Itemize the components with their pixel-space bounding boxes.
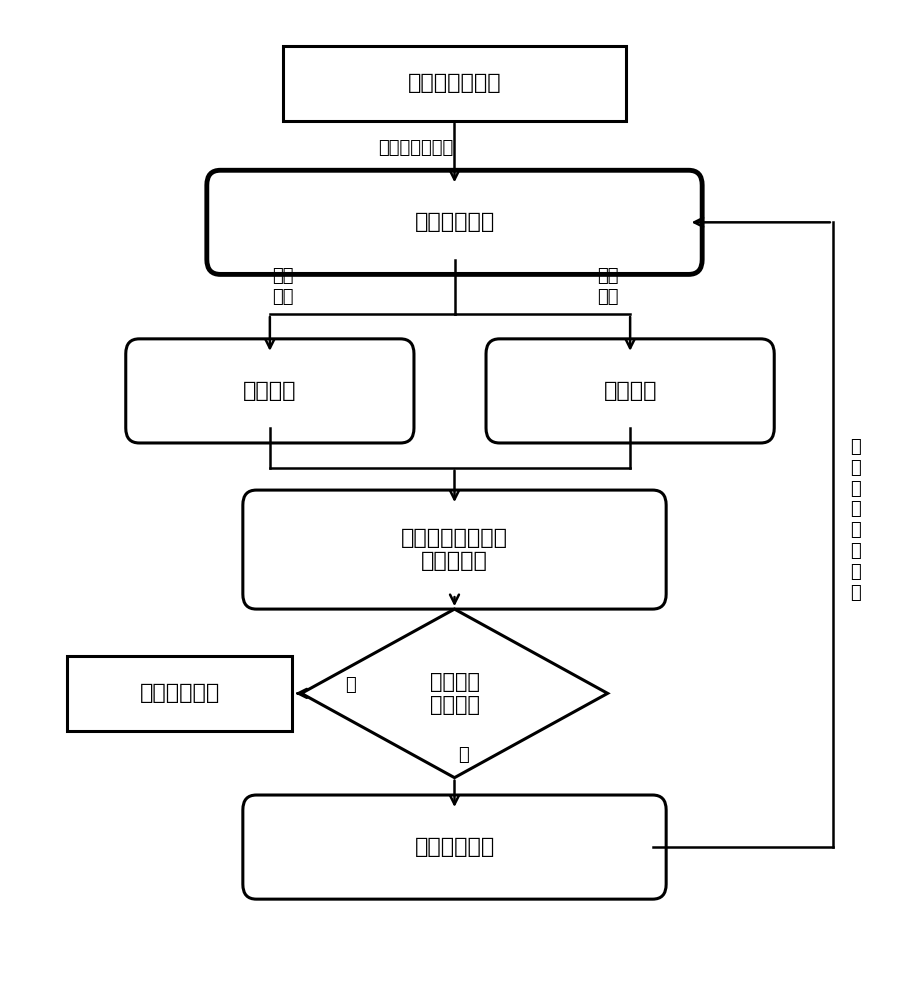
Text: 病人特征预处理: 病人特征预处理 xyxy=(408,73,501,93)
Text: 输出度量矩阵: 输出度量矩阵 xyxy=(140,683,220,703)
Text: 识别
异构: 识别 异构 xyxy=(273,267,295,306)
FancyBboxPatch shape xyxy=(125,339,414,443)
Text: 识别
同构: 识别 同构 xyxy=(597,267,618,306)
Bar xyxy=(284,46,625,121)
Text: 是: 是 xyxy=(345,676,356,694)
FancyBboxPatch shape xyxy=(243,795,666,899)
Text: 识别邻近患者: 识别邻近患者 xyxy=(415,212,494,232)
FancyBboxPatch shape xyxy=(486,339,774,443)
Text: 异构患者: 异构患者 xyxy=(243,381,296,401)
Text: 同构患者: 同构患者 xyxy=(604,381,657,401)
Text: 度量矩阵反馈: 度量矩阵反馈 xyxy=(415,837,494,857)
FancyBboxPatch shape xyxy=(243,490,666,609)
FancyBboxPatch shape xyxy=(207,170,702,274)
Text: 病人度量初始化: 病人度量初始化 xyxy=(378,139,454,157)
Polygon shape xyxy=(302,609,607,778)
Text: 计算平均距离误差
最大化间隔: 计算平均距离误差 最大化间隔 xyxy=(401,528,508,571)
Text: 是否满足
最大间隔: 是否满足 最大间隔 xyxy=(429,672,480,715)
Bar xyxy=(67,656,293,731)
Text: 更
新
病
人
度
量
矩
阵: 更 新 病 人 度 量 矩 阵 xyxy=(850,438,861,602)
Text: 否: 否 xyxy=(458,746,469,764)
